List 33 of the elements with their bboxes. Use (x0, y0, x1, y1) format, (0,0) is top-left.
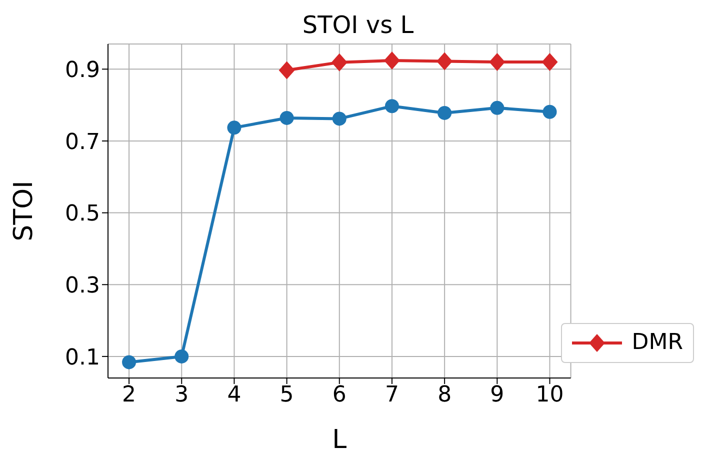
x-tick-label: 2 (122, 382, 136, 408)
y-tick-label: 0.9 (65, 58, 100, 83)
legend-label: DMR (632, 329, 683, 357)
point (489, 52, 506, 71)
point (436, 52, 453, 70)
x-tick-label: 5 (280, 382, 294, 408)
point (174, 349, 189, 364)
chart-title: STOI vs L (301, 10, 415, 41)
point (332, 112, 346, 126)
y-tick-label: 0.5 (65, 202, 100, 227)
x-tick-label: 7 (384, 382, 399, 408)
point (122, 355, 136, 370)
x-tick-label: 9 (490, 382, 504, 408)
y-tick-label: 0.1 (65, 345, 100, 370)
y-tick-label: 0.7 (65, 130, 100, 155)
point (278, 61, 295, 80)
x-tick-label: 3 (174, 382, 189, 408)
point (384, 99, 399, 114)
x-tick-label: 6 (332, 382, 346, 408)
point (438, 106, 452, 120)
point (384, 52, 400, 70)
y-axis-title: STOI (9, 180, 40, 242)
point (542, 52, 558, 71)
point (331, 53, 348, 72)
point (490, 100, 504, 115)
point (280, 110, 294, 125)
x-tick-label: 4 (227, 382, 242, 408)
y-tick-label: 0.3 (65, 273, 100, 298)
x-tick-label: 8 (438, 382, 452, 408)
x-axis-title: L (332, 425, 348, 455)
x-tick-label: 10 (536, 382, 564, 408)
point (227, 120, 242, 135)
point (542, 104, 557, 119)
